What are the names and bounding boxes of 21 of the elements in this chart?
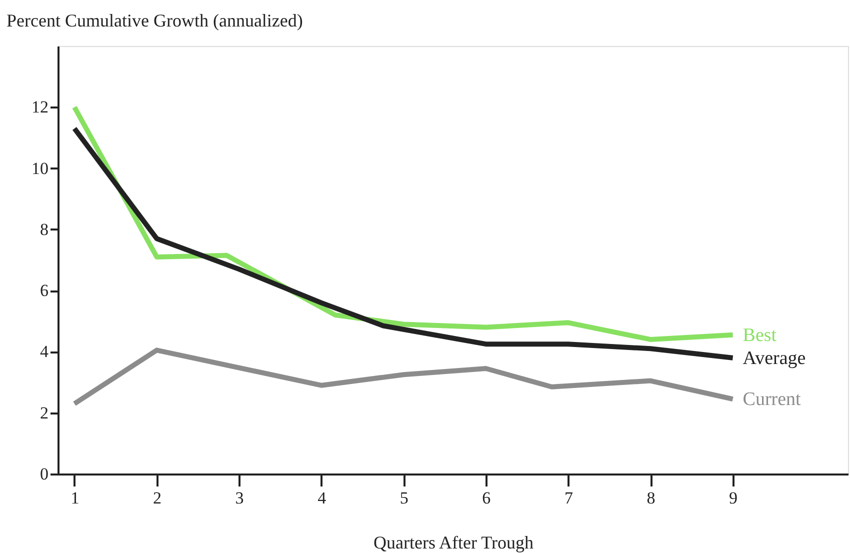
x-tick-label: 3: [235, 488, 244, 508]
series-label: Current: [742, 389, 802, 410]
x-tick-label: 4: [318, 488, 327, 508]
x-tick-label: 7: [564, 488, 574, 508]
y-axis-title: Percent Cumulative Growth (annualized): [6, 10, 303, 30]
series-label: Average: [742, 348, 806, 369]
y-tick-label: 8: [40, 220, 48, 239]
y-tick-label: 0: [40, 464, 48, 484]
y-tick-label: 6: [40, 281, 48, 300]
x-tick-label: 2: [153, 488, 162, 508]
x-tick-label: 5: [400, 488, 408, 508]
y-tick-label: 12: [32, 98, 48, 117]
x-tick-label: 6: [482, 488, 491, 508]
y-tick-label: 4: [40, 342, 49, 362]
series-label: Best: [742, 324, 778, 346]
x-tick-label: 8: [646, 488, 656, 508]
x-tick-label: 9: [729, 488, 738, 508]
y-tick-label: 2: [40, 403, 48, 422]
x-axis-title: Quarters After Trough: [374, 532, 534, 552]
y-tick-label: 10: [32, 158, 48, 178]
x-tick-label: 1: [70, 488, 80, 508]
